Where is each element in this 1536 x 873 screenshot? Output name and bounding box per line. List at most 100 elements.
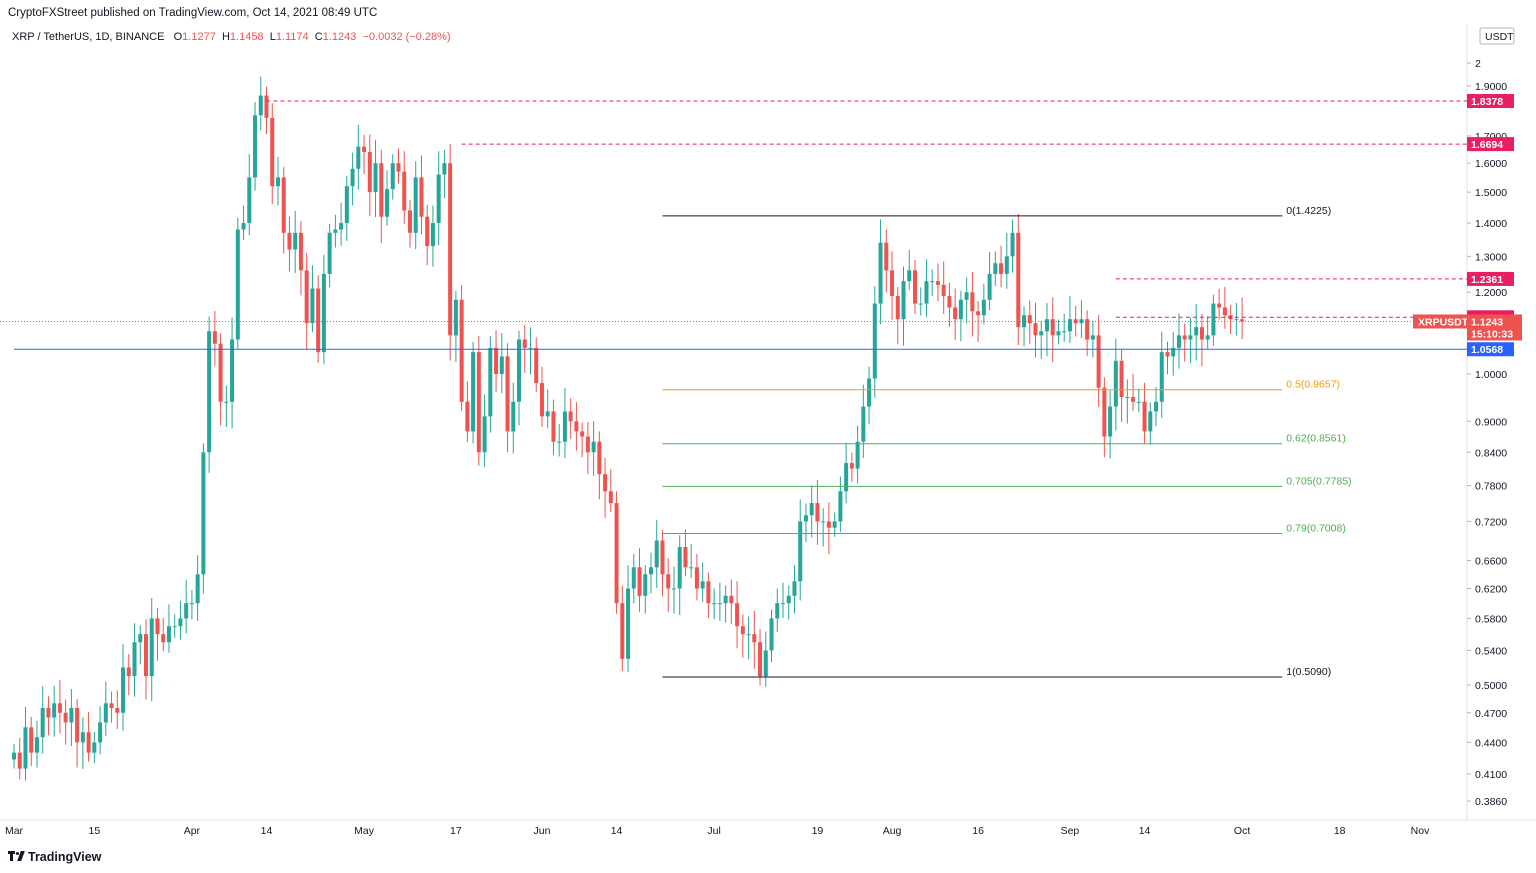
- candle-body: [189, 603, 194, 605]
- level-tag-1.8378: [1467, 94, 1514, 108]
- x-tick-label: Jul: [707, 825, 720, 837]
- candle-body: [1085, 319, 1090, 340]
- current-price-text: 1.1243: [1471, 316, 1503, 328]
- candle-body: [614, 503, 619, 604]
- legend-low-value: 1.1174: [275, 31, 309, 43]
- candle-body: [442, 163, 447, 175]
- candle-body: [557, 441, 562, 443]
- candle-body: [46, 708, 51, 718]
- candle-body: [57, 703, 62, 713]
- candle-body: [1044, 319, 1049, 332]
- candle-body: [115, 708, 120, 713]
- candle-body: [287, 232, 292, 250]
- candle-body: [184, 603, 189, 619]
- candle-body: [413, 177, 418, 233]
- candle-body: [430, 223, 435, 247]
- candle-body: [729, 595, 734, 604]
- candle-body: [344, 186, 349, 224]
- candle-body: [310, 288, 315, 324]
- candle-body: [34, 737, 39, 753]
- chart-area[interactable]: 2 1.9000 1.7000 1.6000 1.5000 1.4000 1.3000 1.2…: [0, 24, 1536, 844]
- x-tick-label: 19: [812, 825, 824, 837]
- candle-body: [987, 273, 992, 300]
- candle-body: [270, 117, 275, 187]
- candle-body: [769, 618, 774, 651]
- tradingview-logo[interactable]: TradingView: [8, 850, 101, 864]
- candle-body: [735, 603, 740, 627]
- legend-open-label: O: [173, 31, 183, 43]
- y-tick-label: 1.9000: [1475, 81, 1507, 93]
- level-tag-text-1.6694: 1.6694: [1471, 139, 1503, 151]
- y-tick-label: 0.7200: [1475, 516, 1507, 528]
- candle-body: [166, 626, 171, 643]
- candle-body: [1079, 319, 1084, 324]
- candle-body: [419, 177, 424, 217]
- candle-body: [631, 567, 636, 589]
- candle-body: [574, 421, 579, 432]
- candle-body: [390, 163, 395, 190]
- candle-body: [901, 281, 906, 320]
- candle-body: [1033, 323, 1038, 336]
- candle-body: [1096, 335, 1101, 388]
- candle-body: [132, 642, 137, 677]
- candle-body: [149, 618, 154, 677]
- candle-body: [1073, 319, 1078, 324]
- currency-label: USDT: [1485, 31, 1514, 43]
- candle-body: [752, 634, 757, 643]
- candle-body: [861, 406, 866, 442]
- candle-body: [201, 452, 206, 575]
- candle-body: [844, 463, 849, 492]
- candle-body: [1234, 319, 1239, 321]
- x-tick-label: 15: [88, 825, 100, 837]
- candle-body: [350, 168, 355, 187]
- candle-body: [832, 521, 837, 528]
- candle-body: [241, 223, 246, 230]
- candle-body: [379, 163, 384, 217]
- legend-open-value: 1.1277: [182, 31, 216, 43]
- candle-body: [947, 295, 952, 308]
- candle-body: [476, 352, 481, 453]
- level-tag-text-1.2361: 1.2361: [1471, 274, 1503, 286]
- candle-body: [821, 521, 826, 523]
- candle-body: [568, 411, 573, 422]
- candle-body: [895, 295, 900, 320]
- fib-label-0.62: 0.62(0.8561): [1286, 433, 1346, 445]
- candle-body: [517, 339, 522, 402]
- candle-body: [580, 431, 585, 437]
- candle-body: [700, 581, 705, 589]
- candle-body: [396, 163, 401, 172]
- y-tick-label: 1.2000: [1475, 287, 1507, 299]
- x-tick-label: May: [354, 825, 375, 837]
- candle-body: [643, 574, 648, 596]
- candle-body: [1217, 303, 1222, 308]
- candle-body: [912, 270, 917, 304]
- x-tick-label: 14: [611, 825, 623, 837]
- candle-body: [545, 411, 550, 417]
- candle-body: [316, 288, 321, 353]
- symbol-tag-text: XRPUSDT: [1418, 316, 1469, 328]
- candle-body: [339, 223, 344, 230]
- candle-body: [1027, 315, 1032, 324]
- y-tick-label: 0.4400: [1475, 737, 1507, 749]
- fib-label-1: 1(0.5090): [1286, 666, 1331, 678]
- candle-body: [562, 411, 567, 442]
- x-tick-label: Mar: [5, 825, 24, 837]
- candle-body: [712, 603, 717, 605]
- x-tick-label: 17: [450, 825, 462, 837]
- candle-body: [620, 603, 625, 659]
- candle-body: [723, 595, 728, 604]
- level-tag-text-1.8378: 1.8378: [1471, 96, 1503, 108]
- y-tick-label: 2: [1475, 58, 1481, 70]
- candle-body: [522, 339, 527, 348]
- price-chart[interactable]: 21.90001.70001.60001.50001.40001.30001.2…: [0, 24, 1536, 844]
- candle-body: [11, 752, 17, 760]
- candle-body: [98, 722, 103, 743]
- candle-body: [253, 115, 258, 178]
- candle-body: [867, 378, 872, 407]
- candle-body: [23, 727, 28, 769]
- candle-body: [660, 540, 665, 575]
- candle-body: [981, 299, 986, 316]
- y-tick-label: 0.5400: [1475, 645, 1507, 657]
- candle-body: [855, 441, 860, 469]
- candle-body: [683, 547, 688, 568]
